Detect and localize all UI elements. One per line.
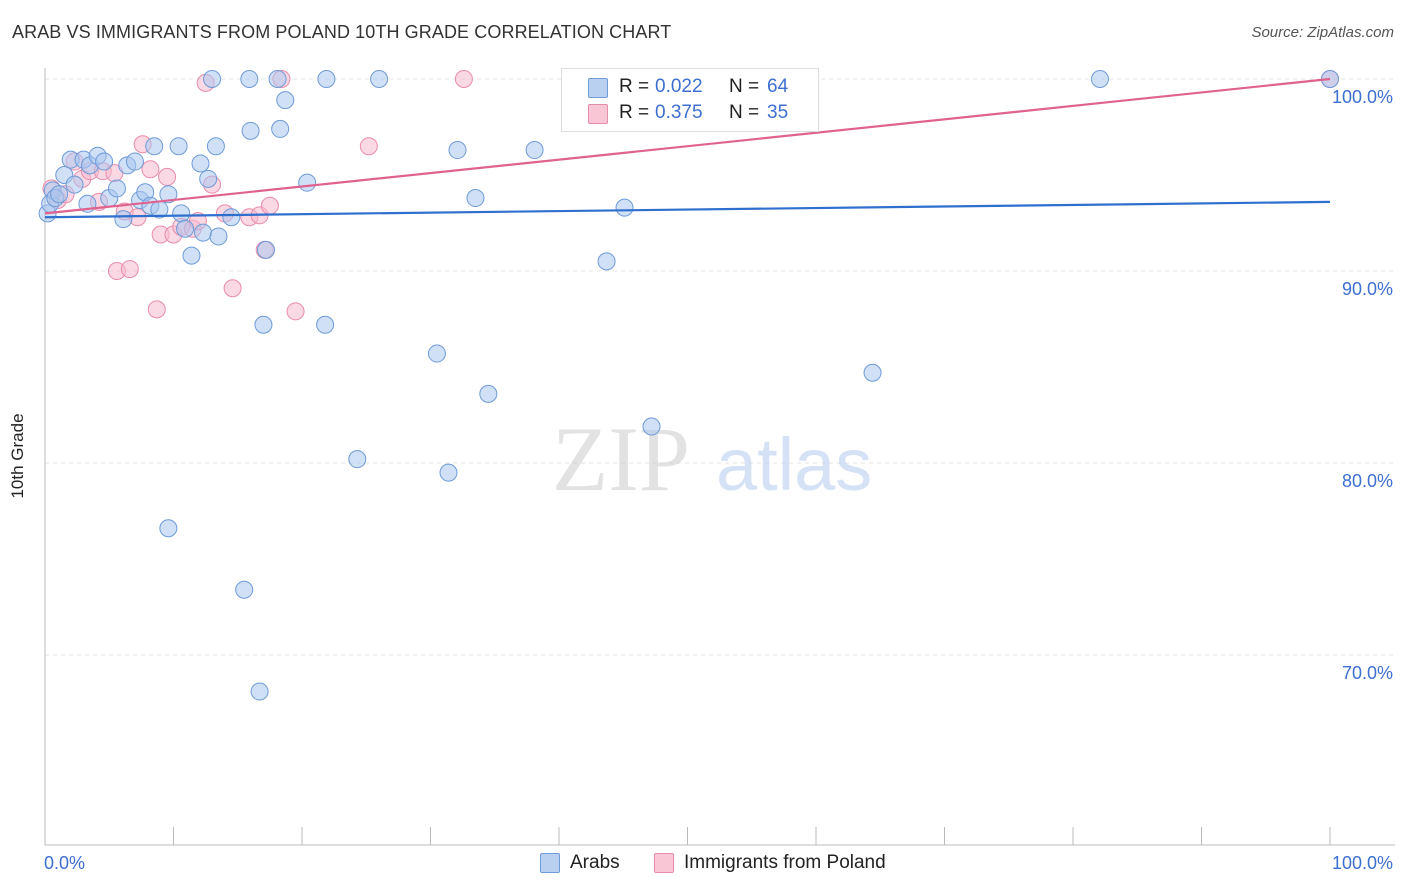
arabs-point (176, 219, 195, 238)
arabs-point (276, 91, 295, 110)
bottom-legend-poland-label: Immigrants from Poland (684, 852, 886, 873)
arabs-point (615, 198, 634, 217)
arabs-point (194, 223, 213, 242)
arabs-point (525, 141, 544, 160)
arabs-point (222, 208, 241, 227)
arabs-point (199, 169, 218, 188)
poland-swatch (654, 853, 674, 873)
y-tick-label: 80.0% (1342, 471, 1393, 491)
poland-point (260, 196, 279, 215)
legend-n-label: N = (729, 102, 760, 123)
correlation-legend: R = 0.022 N = 64 R = 0.375 N = 35 (561, 68, 819, 132)
arabs-point (271, 119, 290, 138)
legend-row-poland: R = 0.375 N = 35 (562, 102, 818, 128)
legend-n-arabs: 64 (767, 76, 789, 97)
poland-point (147, 300, 166, 319)
arabs-point (448, 141, 467, 160)
arabs-point (114, 210, 133, 229)
arabs-point (50, 185, 69, 204)
legend-r-poland: 0.375 (655, 102, 703, 123)
poland-point (286, 302, 305, 321)
arabs-point (107, 179, 126, 198)
poland-swatch (588, 104, 608, 124)
arabs-point (172, 204, 191, 223)
arabs-point (125, 152, 144, 171)
arabs-point (257, 240, 276, 259)
arabs-swatch (588, 78, 608, 98)
legend-r-label: R = (619, 76, 650, 97)
gridlines (45, 78, 1395, 656)
arabs-point (348, 450, 367, 469)
arabs-swatch (540, 853, 560, 873)
watermark-zip: ZIP (552, 408, 690, 510)
legend-n-poland: 35 (767, 102, 789, 123)
trend-line-arabs (44, 200, 1331, 219)
arabs-point (317, 70, 336, 88)
arabs-point (241, 121, 260, 140)
arabs-point (159, 519, 178, 538)
arabs-point (182, 246, 201, 265)
arabs-point (479, 384, 498, 403)
arabs-point (597, 252, 616, 271)
trend-lines (44, 77, 1331, 219)
legend-n-label: N = (729, 76, 760, 97)
arabs-point (191, 154, 210, 173)
y-tick-label: 100.0% (1332, 87, 1393, 107)
arabs-point (863, 363, 882, 382)
arabs-point (250, 682, 269, 701)
poland-point (158, 167, 177, 186)
bottom-legend-arabs-label: Arabs (570, 852, 620, 873)
arabs-point (169, 137, 188, 156)
legend-row-arabs: R = 0.022 N = 64 (562, 76, 818, 102)
arabs-point (206, 137, 225, 156)
arabs-point (159, 185, 178, 204)
x-tick-label: 100.0% (1332, 853, 1393, 873)
trend-line-poland (44, 77, 1331, 215)
series-arabs-points (38, 70, 1339, 701)
arabs-point (439, 463, 458, 482)
poland-point (223, 279, 242, 298)
arabs-point (1090, 70, 1109, 88)
arabs-point (268, 70, 287, 88)
arabs-point (95, 152, 114, 171)
arabs-point (65, 175, 84, 194)
tick-labels: 100.0% 90.0% 80.0% 70.0% 0.0% 100.0% (44, 87, 1393, 873)
poland-point (454, 70, 473, 88)
x-tick-label: 0.0% (44, 853, 85, 873)
source-label[interactable]: Source: ZipAtlas.com (1251, 24, 1394, 41)
poland-point (359, 137, 378, 156)
chart-title: ARAB VS IMMIGRANTS FROM POLAND 10TH GRAD… (12, 22, 672, 42)
arabs-point (316, 315, 335, 334)
y-tick-label: 70.0% (1342, 663, 1393, 683)
poland-point (120, 260, 139, 279)
legend-r-arabs: 0.022 (655, 76, 703, 97)
poland-point (141, 160, 160, 179)
arabs-point (642, 417, 661, 436)
arabs-point (427, 344, 446, 363)
arabs-point (254, 315, 273, 334)
arabs-point (145, 137, 164, 156)
y-tick-label: 90.0% (1342, 279, 1393, 299)
watermark-atlas: atlas (716, 423, 872, 506)
arabs-point (240, 70, 259, 88)
y-axis-label: 10th Grade (8, 413, 27, 499)
arabs-point (209, 227, 228, 246)
arabs-point (370, 70, 389, 88)
legend-r-label: R = (619, 102, 650, 123)
arabs-point (298, 173, 317, 192)
arabs-point (466, 189, 485, 208)
arabs-point (235, 580, 254, 599)
arabs-point (203, 70, 222, 88)
